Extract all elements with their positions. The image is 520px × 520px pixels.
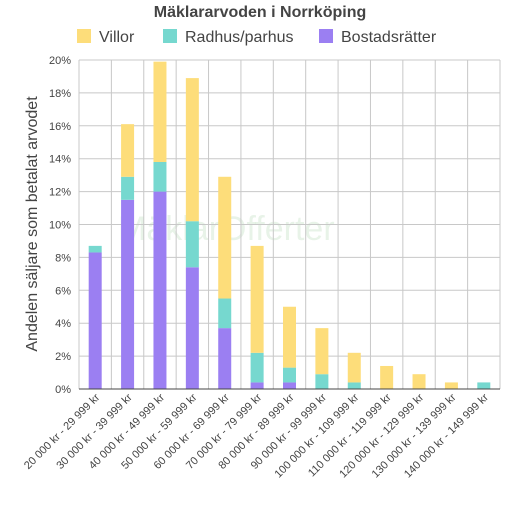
legend-label: Villor [99, 29, 135, 46]
bar-segment [218, 298, 232, 329]
y-tick-label: 20% [49, 55, 71, 67]
y-tick-label: 6% [55, 285, 71, 297]
bar-segment [185, 78, 199, 222]
bar-segment [153, 161, 167, 192]
bar-segment [250, 245, 264, 353]
bar-segment [185, 267, 199, 389]
legend: Villor Radhus/parhus Bostadsrätter [77, 29, 437, 46]
bar-segment [121, 199, 135, 389]
bar-segment [88, 245, 102, 253]
bar-segment [283, 382, 296, 389]
bar-segment [283, 306, 296, 368]
y-tick-label: 0% [55, 384, 71, 396]
y-tick-label: 18% [49, 88, 71, 100]
bar-segment [121, 176, 135, 200]
bar-segment [218, 328, 232, 389]
bar-segment [218, 176, 232, 299]
y-tick-label: 4% [55, 318, 71, 330]
legend-swatch [77, 29, 91, 43]
bar-segment [315, 374, 329, 389]
bar-segment [315, 328, 329, 375]
bar-segment [380, 365, 394, 389]
y-tick-label: 12% [49, 187, 71, 199]
y-tick-label: 16% [49, 121, 71, 133]
gridlines [78, 59, 501, 389]
bar-segment [88, 252, 102, 389]
bar-segment [444, 382, 458, 389]
chart-title: Mäklararvoden i Norrköping [154, 4, 367, 21]
y-axis-ticks: 0% 2% 4% 6% 8% 10% 12% 14% 16% 18% 20% [49, 55, 71, 396]
y-tick-label: 10% [49, 220, 71, 232]
bar-segment [153, 61, 167, 162]
bar-segment [153, 191, 167, 389]
y-axis-label: Andelen säljare som betalat arvodet [24, 96, 41, 352]
bars [88, 61, 491, 389]
legend-label: Radhus/parhus [185, 29, 294, 46]
bar-segment [121, 124, 135, 177]
bar-segment [283, 367, 296, 383]
y-tick-label: 2% [55, 351, 71, 363]
y-tick-label: 8% [55, 252, 71, 264]
bar-segment [250, 352, 264, 383]
legend-swatch [163, 29, 177, 43]
bar-segment [347, 382, 361, 389]
bar-segment [412, 374, 426, 389]
legend-label: Bostadsrätter [341, 29, 437, 46]
bar-segment [477, 382, 491, 389]
bar-segment [185, 221, 199, 268]
legend-swatch [319, 29, 333, 43]
bar-segment [347, 352, 361, 383]
y-tick-label: 14% [49, 154, 71, 166]
bar-segment [250, 382, 264, 389]
